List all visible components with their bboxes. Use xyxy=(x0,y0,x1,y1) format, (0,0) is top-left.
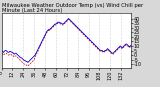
Text: Milwaukee Weather Outdoor Temp (vs) Wind Chill per Minute (Last 24 Hours): Milwaukee Weather Outdoor Temp (vs) Wind… xyxy=(2,3,143,13)
